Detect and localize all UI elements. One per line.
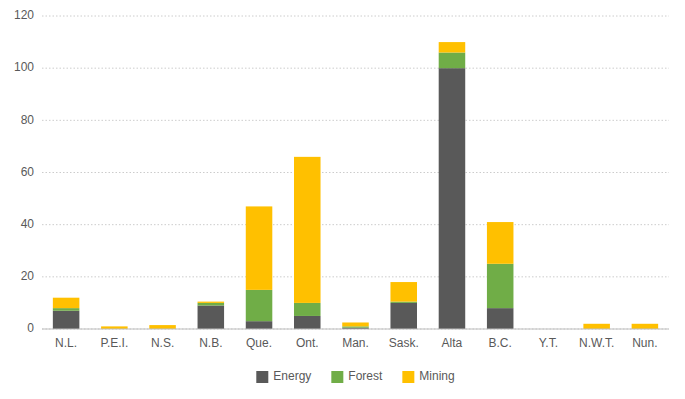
bar-segment [390,282,417,302]
bar-segment [342,326,369,327]
bar-segment [439,42,466,52]
x-tick-label: Nun. [632,336,657,350]
bar-segment [487,308,514,329]
bar-segment [53,298,80,308]
bar-segment [149,325,176,329]
y-tick-label: 100 [14,60,34,74]
x-tick-label: N.S. [151,336,174,350]
grid-line [42,120,669,121]
y-tick-label: 20 [21,269,35,283]
bar-segment [487,222,514,264]
legend-label: Mining [419,369,454,383]
bar-segment [198,303,225,306]
legend-item: Mining [402,369,454,383]
bar-segment [246,321,273,329]
chart-container: 0 20 40 60 80 100 120 N.L. P.E.I. N.S. N.B. Que. Ont… [0,0,685,399]
bars [53,42,658,329]
x-tick-label: Sask. [389,336,419,350]
y-tick-label: 40 [21,217,35,231]
bar-segment [583,324,610,329]
x-tick-label: B.C. [489,336,512,350]
bar-segment [390,303,417,329]
y-tick-label: 0 [27,321,34,335]
grid-line [42,276,669,277]
grid-line [42,224,669,225]
x-tick-label: Man. [342,336,369,350]
grid-line [42,172,669,173]
legend-item: Forest [331,369,383,383]
bar-segment [198,306,225,329]
y-tick-label: 120 [14,8,34,22]
y-tick-label: 60 [21,165,35,179]
bar-segment [487,264,514,308]
chart: 0 20 40 60 80 100 120 N.L. P.E.I. N.S. N.B. Que. Ont… [0,0,685,399]
x-tick-label: N.L. [55,336,77,350]
x-axis-line [42,329,669,330]
legend-swatch [256,371,268,383]
grid-line [42,329,669,330]
bar-segment [294,316,321,329]
bar-segment [53,311,80,329]
y-tick-label: 80 [21,113,35,127]
bar-segment [246,290,273,321]
x-tick-label: N.W.T. [579,336,614,350]
legend: Energy Forest Mining [256,369,454,383]
bar-segment [342,322,369,326]
x-tick-label: Alta [442,336,463,350]
bar-segment [439,68,466,329]
grid-line [42,16,669,17]
legend-label: Energy [273,369,311,383]
bar-segment [390,302,417,303]
bar-segment [294,303,321,316]
legend-swatch [331,371,343,383]
bar-segment [53,308,80,311]
x-tick-label: Y.T. [539,336,558,350]
bar-segment [198,302,225,303]
legend-swatch [402,371,414,383]
legend-item: Energy [256,369,311,383]
bar-segment [632,324,659,329]
bar-segment [294,157,321,303]
legend-label: Forest [348,369,383,383]
grid-line [42,68,669,69]
x-tick-label: N.B. [199,336,222,350]
grid [42,16,669,329]
x-tick-label: Ont. [296,336,319,350]
bar-segment [439,53,466,69]
bar-segment [246,206,273,289]
x-tick-label: P.E.I. [100,336,128,350]
x-tick-label: Que. [246,336,272,350]
